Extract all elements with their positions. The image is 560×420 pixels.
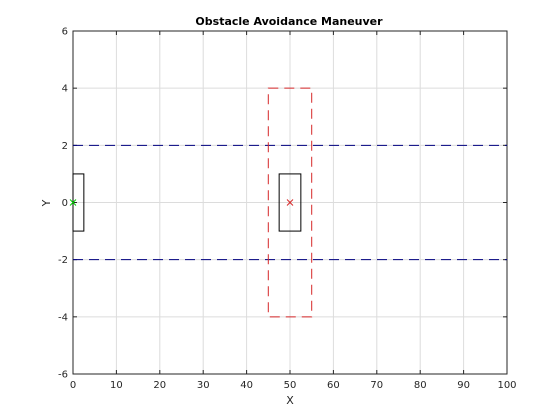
x-tick-label: 70: [370, 380, 383, 391]
marker-stroke: [69, 199, 77, 206]
x-tick-label: 100: [497, 380, 516, 391]
x-tick-label: 30: [197, 380, 210, 391]
x-tick-label: 90: [457, 380, 470, 391]
y-axis-label: Y: [40, 199, 53, 207]
x-tick-label: 0: [70, 380, 76, 391]
y-tick-label: 6: [62, 27, 68, 38]
y-tick-label: -6: [58, 370, 68, 381]
x-tick-label: 10: [110, 380, 123, 391]
x-tick-label: 50: [284, 380, 297, 391]
x-axis-label: X: [286, 394, 294, 407]
obstacle-rect: [278, 173, 302, 232]
start-marker-point: [69, 199, 77, 206]
chart-title: Obstacle Avoidance Maneuver: [195, 15, 383, 28]
x-tick-label: 80: [414, 380, 427, 391]
x-tick-label: 20: [153, 380, 166, 391]
marker-stroke: [286, 199, 294, 206]
x-tick-label: 40: [240, 380, 253, 391]
y-tick-label: -4: [58, 312, 68, 323]
x-tick-label: 60: [327, 380, 340, 391]
y-tick-label: 0: [62, 198, 68, 209]
y-tick-label: -2: [58, 255, 68, 266]
y-tick-label: 4: [62, 84, 68, 95]
obstacle-zone-rect: [267, 87, 313, 318]
axis-ticks: 0 10 20 30 40 50 60 70 80 90 100 -6 -4 -2 0 2 4 6: [58, 27, 517, 392]
plot-series: [69, 87, 507, 318]
obstacle-marker-point: [286, 199, 294, 206]
y-tick-label: 2: [62, 141, 68, 152]
